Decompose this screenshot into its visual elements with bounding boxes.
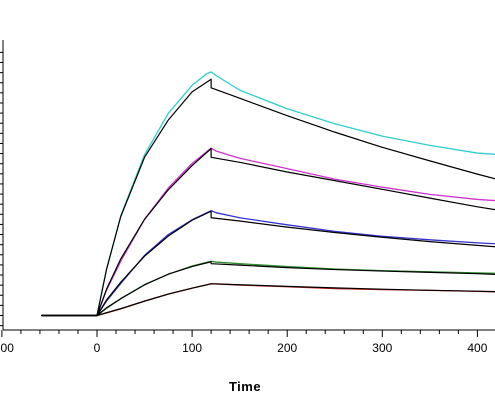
x-tick-label: 200 <box>277 341 297 355</box>
x-tick-label: 0 <box>94 341 101 355</box>
x-tick-label: -100 <box>0 341 14 355</box>
series-layer <box>41 71 495 317</box>
x-tick-label: 400 <box>467 341 487 355</box>
series-line-3 <box>41 260 495 317</box>
series-line-4 <box>41 283 495 317</box>
series-line-2 <box>41 210 495 317</box>
fit-line-5 <box>41 78 495 317</box>
x-tick-label: 300 <box>372 341 392 355</box>
x-axis-title: Time <box>229 379 261 394</box>
x-tick-label: 100 <box>182 341 202 355</box>
series-line-1 <box>41 147 495 317</box>
fit-line-7 <box>41 210 495 317</box>
fit-line-9 <box>41 283 495 317</box>
fit-line-8 <box>41 261 495 317</box>
fit-line-6 <box>41 148 495 317</box>
axes: -100 0 100 200 300 400 <box>0 40 495 355</box>
